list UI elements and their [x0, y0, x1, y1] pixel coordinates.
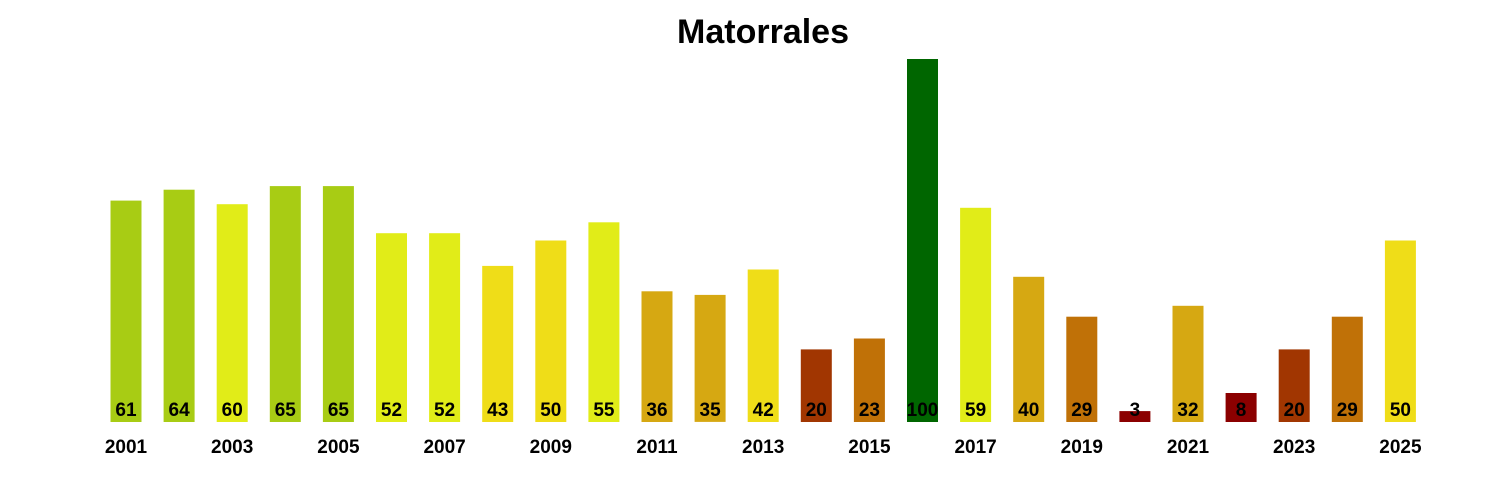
value-labels-group: 61 64 60 65 65 52 52 43 50 55 36 35 42 20 23 100 59 40 29 3…	[115, 400, 1411, 421]
value-label-2023: 20	[1284, 400, 1305, 421]
value-label-2006: 52	[381, 400, 402, 421]
bar-2023	[1278, 349, 1310, 422]
value-label-2017: 59	[965, 400, 986, 421]
x-tick-label-2019: 2019	[1061, 437, 1103, 458]
bar-2019	[1066, 316, 1098, 422]
x-tick-label-2001: 2001	[105, 437, 148, 458]
bar-2018	[1013, 276, 1045, 422]
value-label-2012: 35	[700, 400, 722, 421]
value-label-2003: 60	[222, 400, 243, 421]
value-label-2011: 36	[646, 400, 667, 421]
bar-2016	[907, 59, 938, 422]
bar-2002	[163, 189, 195, 422]
value-label-2015: 23	[859, 400, 880, 421]
chart-title: Matorrales	[677, 13, 849, 51]
value-label-2021: 32	[1177, 400, 1198, 421]
x-tick-label-2003: 2003	[211, 437, 253, 458]
bars-group	[110, 59, 1416, 422]
value-label-2014: 20	[806, 400, 827, 421]
x-tick-label-2011: 2011	[636, 437, 678, 458]
value-label-2022: 8	[1236, 400, 1247, 421]
value-label-2018: 40	[1018, 400, 1039, 421]
value-label-2025: 50	[1390, 400, 1411, 421]
bar-2001	[110, 200, 142, 422]
x-tick-label-2009: 2009	[530, 437, 572, 458]
bar-2009	[535, 240, 567, 422]
bar-2022	[1225, 393, 1257, 422]
bar-2020	[1119, 411, 1151, 422]
value-label-2005: 65	[328, 400, 350, 421]
bar-2003	[216, 204, 248, 422]
value-label-2013: 42	[753, 400, 774, 421]
x-tick-label-2021: 2021	[1167, 437, 1210, 458]
bar-2013	[747, 269, 779, 422]
bar-2008	[482, 265, 514, 422]
bar-2006	[376, 233, 407, 422]
bar-2007	[429, 233, 461, 422]
value-label-2010: 55	[593, 400, 615, 421]
bar-2011	[641, 291, 673, 422]
x-axis-tick-labels: 2001 2003 2005 2007 2009 2011 2013 2015 2017 2019…	[105, 437, 1422, 458]
value-label-2009: 50	[540, 400, 561, 421]
bar-2025	[1384, 240, 1416, 422]
value-label-2024: 29	[1337, 400, 1358, 421]
bar-2005	[322, 186, 354, 422]
value-label-2008: 43	[487, 400, 508, 421]
value-label-2016: 100	[907, 400, 939, 421]
value-label-2007: 52	[434, 400, 455, 421]
x-tick-label-2007: 2007	[423, 437, 465, 458]
bar-2014	[800, 349, 832, 422]
bar-2024	[1331, 316, 1363, 422]
bar-2012	[694, 294, 726, 422]
x-tick-label-2023: 2023	[1273, 437, 1315, 458]
x-tick-label-2005: 2005	[317, 437, 360, 458]
value-label-2004: 65	[275, 400, 297, 421]
bar-2015	[853, 338, 885, 422]
x-tick-label-2017: 2017	[954, 437, 996, 458]
bar-2017	[960, 207, 992, 422]
value-label-2001: 61	[115, 400, 137, 421]
value-label-2002: 64	[169, 400, 191, 421]
bar-2004	[269, 186, 301, 422]
bar-2010	[588, 222, 620, 422]
x-tick-label-2025: 2025	[1379, 437, 1422, 458]
bar-2021	[1172, 305, 1204, 422]
x-tick-label-2013: 2013	[742, 437, 784, 458]
value-label-2020: 3	[1130, 400, 1141, 421]
x-tick-label-2015: 2015	[848, 437, 891, 458]
value-label-2019: 29	[1071, 400, 1092, 421]
